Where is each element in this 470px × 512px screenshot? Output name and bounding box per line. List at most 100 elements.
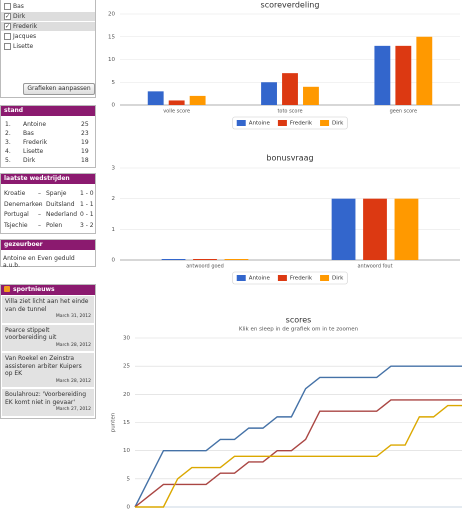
y-axis-label: punten bbox=[111, 412, 117, 432]
player-option[interactable]: Bas bbox=[1, 2, 95, 11]
y-tick-label: 10 bbox=[123, 448, 130, 454]
shoutbox-text: Antoine en Even geduld a.u.b. bbox=[3, 255, 75, 269]
separator: – bbox=[38, 190, 41, 197]
score: 0 - 1 bbox=[80, 211, 94, 218]
legend-label: Antoine bbox=[249, 276, 271, 282]
bar bbox=[193, 259, 217, 260]
legend: Antoine Frederik Dirk bbox=[232, 271, 348, 285]
standings-row: 3. Frederik 19 bbox=[1, 138, 95, 147]
x-tick-label: geen score bbox=[390, 109, 418, 115]
series-line bbox=[135, 404, 462, 508]
bar bbox=[161, 259, 186, 260]
match-row: Tsjechie – Polen 3 - 2 bbox=[1, 221, 95, 230]
legend-label: Frederik bbox=[290, 276, 313, 282]
recent-matches: laatste wedstrijden Kroatie – Spanje 1 - 0 De… bbox=[0, 173, 96, 234]
news-header: sportnieuws bbox=[1, 285, 95, 295]
checkbox[interactable] bbox=[4, 12, 11, 21]
legend-swatch bbox=[236, 275, 246, 281]
legend-label: Frederik bbox=[290, 121, 313, 127]
bar bbox=[363, 198, 387, 260]
bar bbox=[224, 259, 249, 260]
player-option[interactable]: Jacques bbox=[1, 32, 95, 41]
matches-header: laatste wedstrijden bbox=[1, 174, 95, 184]
news-date: March 28, 2012 bbox=[55, 342, 91, 348]
y-tick-label: 0 bbox=[112, 103, 116, 109]
news-headline[interactable]: Villa ziet licht aan het einde van de tu… bbox=[5, 298, 89, 313]
player-filter: Bas Dirk Frederik Jacques Lisette Grafieken a… bbox=[0, 0, 96, 98]
player: Lisette bbox=[23, 148, 44, 155]
home-team: Portugal bbox=[4, 211, 29, 218]
standings-row: 1. Antoine 25 bbox=[1, 120, 95, 129]
rank: 1. bbox=[5, 121, 11, 128]
standings-row: 2. Bas 23 bbox=[1, 129, 95, 138]
checkbox[interactable] bbox=[4, 43, 11, 50]
legend-frame bbox=[232, 116, 348, 130]
news-date: March 28, 2012 bbox=[55, 378, 91, 384]
news-headline[interactable]: Van Roekel en Zeinstra assisteren arbite… bbox=[5, 355, 82, 377]
away-team: Duitsland bbox=[46, 200, 75, 208]
points: 25 bbox=[81, 121, 89, 128]
y-tick-label: 5 bbox=[112, 80, 116, 86]
x-tick-label: antwoord fout bbox=[357, 264, 392, 270]
checkbox[interactable] bbox=[4, 33, 11, 40]
standings-header: stand bbox=[1, 106, 95, 116]
match-row: Kroatie – Spanje 1 - 0 bbox=[1, 189, 95, 198]
y-tick-label: 15 bbox=[108, 34, 115, 40]
standings-row: 4. Lisette 19 bbox=[1, 147, 95, 156]
chart-subtitle: Klik en sleep in de grafiek om in te zoo… bbox=[239, 327, 359, 333]
y-tick-label: 20 bbox=[108, 12, 115, 18]
player-name: Dirk bbox=[13, 13, 26, 20]
player-option[interactable]: Lisette bbox=[1, 42, 95, 51]
news-item[interactable]: Boulahrouz: 'Voorbereiding EK komt niet … bbox=[2, 389, 94, 416]
y-tick-label: 1 bbox=[112, 227, 116, 233]
y-tick-label: 3 bbox=[112, 166, 116, 172]
legend-swatch bbox=[320, 120, 330, 126]
y-tick-label: 2 bbox=[112, 196, 116, 202]
player: Bas bbox=[23, 130, 34, 137]
player-name: Bas bbox=[13, 3, 24, 10]
news-date: March 31, 2012 bbox=[55, 314, 91, 319]
legend-label: Dirk bbox=[332, 276, 344, 282]
update-button[interactable]: Grafieken aanpassen bbox=[23, 83, 95, 95]
player: Dirk bbox=[23, 157, 36, 164]
news-item[interactable]: Villa ziet licht aan het einde van de tu… bbox=[2, 296, 94, 323]
news-item[interactable]: Pearce stippelt voorbereiding uit March 2… bbox=[2, 324, 94, 351]
news-title: sportnieuws bbox=[13, 286, 55, 293]
y-tick-label: 15 bbox=[123, 420, 130, 426]
checkbox[interactable] bbox=[4, 3, 11, 10]
player-name: Frederik bbox=[13, 23, 38, 30]
shoutbox: gezeurboer Antoine en Even geduld a.u.b. bbox=[0, 239, 96, 269]
bar bbox=[331, 198, 356, 260]
news-headline[interactable]: Boulahrouz: 'Voorbereiding EK komt niet … bbox=[5, 391, 86, 406]
player-option[interactable]: Frederik bbox=[1, 22, 95, 31]
bar bbox=[395, 45, 412, 105]
away-team: Spanje bbox=[46, 190, 67, 197]
legend-swatch bbox=[320, 275, 330, 281]
legend: Antoine Frederik Dirk bbox=[232, 116, 348, 130]
points: 19 bbox=[81, 148, 89, 155]
score: 3 - 2 bbox=[80, 221, 94, 229]
legend-swatch bbox=[277, 120, 287, 126]
home-team: Kroatie bbox=[4, 190, 26, 197]
checkbox[interactable] bbox=[4, 22, 11, 31]
bar bbox=[303, 86, 319, 105]
player-name: Jacques bbox=[13, 33, 37, 40]
score: 1 - 0 bbox=[80, 190, 94, 197]
news-item[interactable]: Van Roekel en Zeinstra assisteren arbite… bbox=[2, 353, 94, 387]
news: sportnieuws Villa ziet licht aan het eind… bbox=[0, 284, 96, 419]
chart-title: scoreverdeling bbox=[261, 1, 320, 10]
bar bbox=[374, 45, 391, 105]
away-team: Nederland bbox=[46, 211, 78, 218]
x-tick-label: toto score bbox=[277, 109, 302, 115]
legend-frame bbox=[232, 271, 348, 285]
player-option[interactable]: Dirk bbox=[1, 12, 95, 21]
news-headline[interactable]: Pearce stippelt voorbereiding uit bbox=[5, 326, 57, 342]
bar bbox=[168, 100, 185, 105]
separator: – bbox=[38, 221, 41, 229]
match-row: Portugal – Nederland 0 - 1 bbox=[1, 210, 95, 219]
series-line bbox=[134, 399, 462, 508]
away-team: Polen bbox=[46, 221, 63, 229]
legend-swatch bbox=[236, 120, 246, 126]
points: 18 bbox=[81, 157, 89, 164]
